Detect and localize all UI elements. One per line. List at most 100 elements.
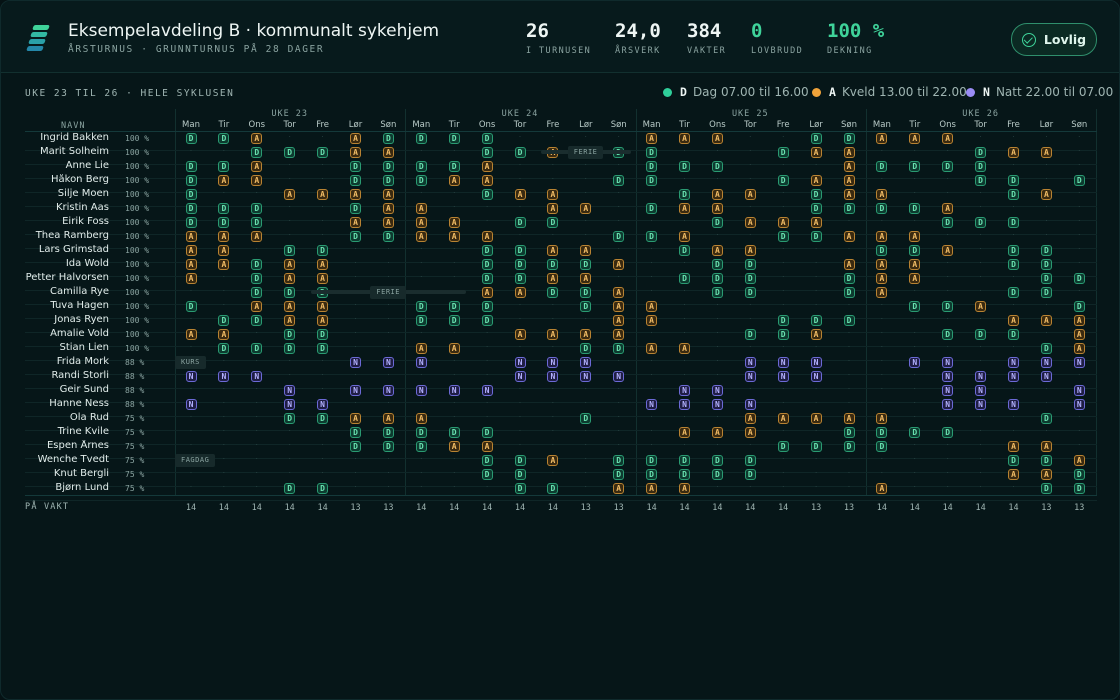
- shift-cell-a[interactable]: A: [744, 244, 756, 256]
- shift-cell-a[interactable]: A: [613, 314, 625, 326]
- empty-cell[interactable]: ·: [847, 371, 851, 379]
- shift-cell-d[interactable]: D: [350, 230, 361, 242]
- empty-cell[interactable]: ·: [979, 441, 982, 449]
- empty-cell[interactable]: ·: [617, 203, 620, 211]
- shift-cell-d[interactable]: D: [843, 314, 855, 326]
- empty-cell[interactable]: ·: [683, 329, 686, 337]
- empty-cell[interactable]: ·: [814, 343, 818, 351]
- empty-cell[interactable]: ·: [354, 399, 357, 407]
- empty-cell[interactable]: ·: [946, 189, 949, 197]
- shift-cell-d[interactable]: D: [185, 202, 197, 214]
- empty-cell[interactable]: ·: [814, 483, 818, 491]
- shift-cell-d[interactable]: D: [284, 146, 296, 158]
- shift-cell-d[interactable]: D: [777, 146, 789, 158]
- employee-name[interactable]: Ingrid Bakken: [40, 132, 109, 143]
- empty-cell[interactable]: ·: [979, 133, 982, 141]
- employee-name[interactable]: Tuva Hagen: [50, 300, 109, 311]
- empty-cell[interactable]: ·: [1012, 203, 1015, 211]
- empty-cell[interactable]: ·: [354, 259, 357, 267]
- shift-cell-d[interactable]: D: [185, 132, 197, 144]
- empty-cell[interactable]: ·: [420, 189, 423, 197]
- shift-cell-d[interactable]: D: [1073, 174, 1085, 186]
- shift-cell-d[interactable]: D: [1040, 454, 1052, 466]
- empty-cell[interactable]: ·: [584, 189, 587, 197]
- shift-cell-a[interactable]: A: [679, 230, 690, 242]
- shift-cell-a[interactable]: A: [481, 174, 493, 186]
- empty-cell[interactable]: ·: [749, 161, 752, 169]
- shift-cell-a[interactable]: A: [777, 412, 789, 424]
- shift-cell-d[interactable]: D: [711, 468, 723, 480]
- empty-cell[interactable]: ·: [946, 343, 949, 351]
- shift-cell-d[interactable]: D: [317, 328, 329, 340]
- empty-cell[interactable]: ·: [321, 217, 324, 225]
- empty-cell[interactable]: ·: [420, 273, 423, 281]
- shift-cell-d[interactable]: D: [876, 244, 888, 256]
- empty-cell[interactable]: ·: [913, 455, 916, 463]
- shift-cell-d[interactable]: D: [1008, 286, 1019, 298]
- shift-cell-n[interactable]: N: [810, 356, 822, 368]
- shift-cell-d[interactable]: D: [481, 454, 493, 466]
- empty-cell[interactable]: ·: [782, 189, 785, 197]
- empty-cell[interactable]: ·: [189, 441, 193, 449]
- empty-cell[interactable]: ·: [946, 273, 949, 281]
- empty-cell[interactable]: ·: [913, 287, 916, 295]
- shift-cell-a[interactable]: A: [1040, 146, 1052, 158]
- empty-cell[interactable]: ·: [650, 245, 653, 253]
- empty-cell[interactable]: ·: [354, 343, 357, 351]
- shift-cell-a[interactable]: A: [909, 258, 921, 270]
- shift-cell-a[interactable]: A: [843, 258, 855, 270]
- empty-cell[interactable]: ·: [683, 315, 686, 323]
- empty-cell[interactable]: ·: [847, 385, 851, 393]
- shift-cell-n[interactable]: N: [350, 356, 361, 368]
- shift-cell-a[interactable]: A: [613, 328, 625, 340]
- empty-cell[interactable]: ·: [716, 483, 719, 491]
- shift-cell-a[interactable]: A: [185, 230, 197, 242]
- empty-cell[interactable]: ·: [387, 315, 390, 323]
- shift-cell-d[interactable]: D: [1073, 272, 1085, 284]
- shift-cell-n[interactable]: N: [350, 384, 361, 396]
- shift-cell-d[interactable]: D: [382, 440, 394, 452]
- empty-cell[interactable]: ·: [683, 413, 686, 421]
- empty-cell[interactable]: ·: [979, 469, 982, 477]
- shift-cell-n[interactable]: N: [415, 384, 427, 396]
- empty-cell[interactable]: ·: [288, 469, 291, 477]
- shift-cell-d[interactable]: D: [1008, 188, 1019, 200]
- shift-cell-n[interactable]: N: [975, 384, 987, 396]
- shift-cell-a[interactable]: A: [1073, 454, 1085, 466]
- empty-cell[interactable]: ·: [288, 203, 291, 211]
- employee-name[interactable]: Ola Rud: [69, 412, 109, 423]
- empty-cell[interactable]: ·: [880, 175, 884, 183]
- empty-cell[interactable]: ·: [913, 147, 916, 155]
- employee-name[interactable]: Marit Solheim: [40, 146, 109, 157]
- shift-cell-d[interactable]: D: [646, 174, 658, 186]
- empty-cell[interactable]: ·: [518, 343, 522, 351]
- shift-cell-a[interactable]: A: [350, 216, 361, 228]
- shift-cell-d[interactable]: D: [777, 174, 789, 186]
- empty-cell[interactable]: ·: [880, 371, 884, 379]
- empty-cell[interactable]: ·: [518, 399, 522, 407]
- empty-cell[interactable]: ·: [814, 245, 818, 253]
- empty-cell[interactable]: ·: [222, 469, 226, 477]
- empty-cell[interactable]: ·: [716, 371, 719, 379]
- empty-cell[interactable]: ·: [814, 273, 818, 281]
- empty-cell[interactable]: ·: [979, 259, 982, 267]
- shift-cell-a[interactable]: A: [448, 440, 460, 452]
- shift-cell-d[interactable]: D: [613, 454, 625, 466]
- shift-cell-d[interactable]: D: [810, 202, 822, 214]
- shift-cell-a[interactable]: A: [909, 132, 921, 144]
- shift-cell-n[interactable]: N: [975, 370, 987, 382]
- shift-cell-d[interactable]: D: [613, 468, 625, 480]
- shift-cell-d[interactable]: D: [251, 342, 263, 354]
- shift-cell-a[interactable]: A: [317, 314, 329, 326]
- empty-cell[interactable]: ·: [650, 427, 653, 435]
- shift-cell-d[interactable]: D: [613, 174, 625, 186]
- empty-cell[interactable]: ·: [551, 427, 555, 435]
- shift-cell-d[interactable]: D: [646, 146, 658, 158]
- shift-cell-d[interactable]: D: [481, 146, 493, 158]
- empty-cell[interactable]: ·: [551, 385, 555, 393]
- shift-cell-n[interactable]: N: [1008, 356, 1019, 368]
- shift-cell-d[interactable]: D: [185, 300, 197, 312]
- empty-cell[interactable]: ·: [749, 343, 752, 351]
- empty-cell[interactable]: ·: [453, 245, 456, 253]
- shift-cell-d[interactable]: D: [744, 328, 756, 340]
